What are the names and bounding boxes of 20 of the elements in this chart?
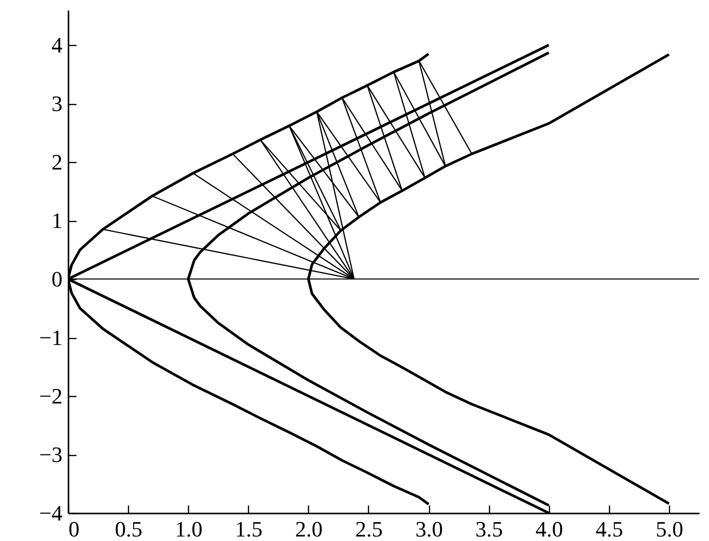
x-tick-label: 3.0 (415, 516, 443, 541)
y-tick-label: 2 (52, 150, 62, 175)
x-tick-label: 1.5 (235, 516, 263, 541)
x-tick-label: 3.5 (475, 516, 503, 541)
x-tick-label: 4.5 (596, 516, 624, 541)
y-tick-label: −1 (39, 325, 62, 350)
x-tick-label: 5.0 (656, 516, 684, 541)
y-tick-label: 1 (52, 208, 62, 234)
x-tick-label: 1.0 (174, 516, 202, 541)
y-tick-label: 4 (52, 32, 62, 58)
y-tick-label: 0 (52, 266, 62, 292)
y-tick-label: −4 (39, 500, 62, 526)
x-tick-label: 0 (68, 516, 80, 541)
y-tick-label: −3 (39, 442, 62, 468)
x-tick-label: 2.0 (295, 516, 323, 541)
y-tick-label: 3 (52, 91, 62, 116)
x-tick-label: 2.5 (355, 516, 383, 541)
x-tick-label: 4.0 (536, 516, 564, 541)
y-tick-label: −2 (39, 384, 62, 409)
x-tick-label: 0.5 (114, 516, 142, 541)
